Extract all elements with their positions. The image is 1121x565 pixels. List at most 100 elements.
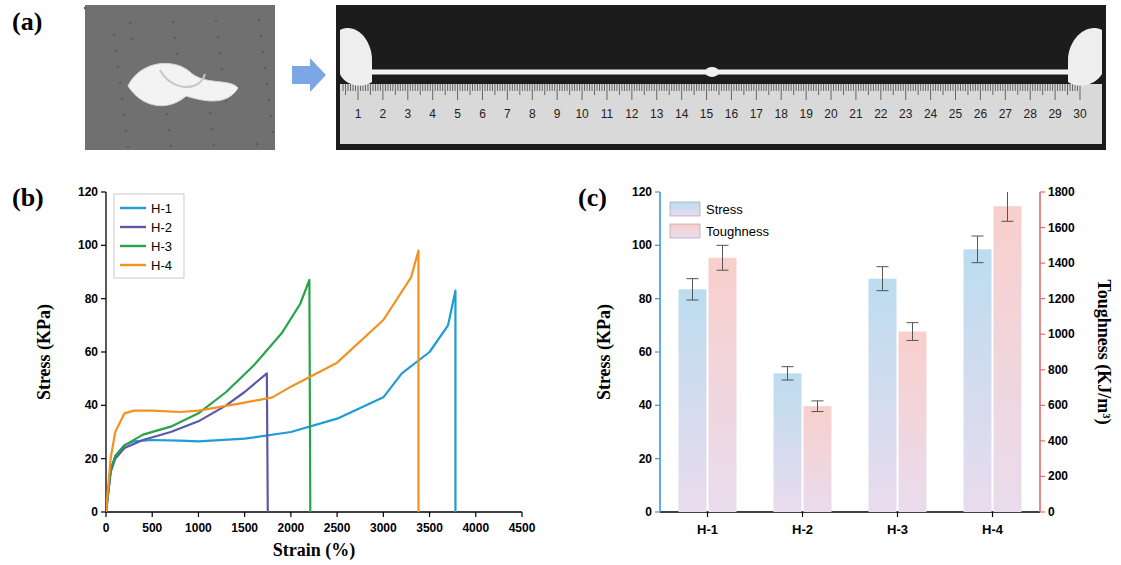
- ruler-tick: [567, 84, 568, 91]
- ruler-tick: [940, 84, 941, 91]
- ruler-tick: [783, 84, 784, 91]
- texture: [174, 37, 176, 39]
- ruler-tick: [440, 84, 441, 91]
- y-tick-label: 120: [632, 185, 652, 199]
- ruler-tick: [803, 84, 804, 91]
- y-tick-label: 120: [78, 185, 98, 199]
- ruler-tick: [781, 84, 782, 100]
- ruler-tick: [559, 84, 560, 91]
- ruler-tick: [870, 84, 871, 91]
- legend-swatch: [670, 224, 700, 238]
- ruler-tick: [723, 84, 724, 91]
- ruler-tick: [609, 84, 610, 91]
- x-axis-title: Strain (%): [273, 540, 356, 561]
- ruler-tick: [855, 84, 856, 100]
- error-cap: [687, 278, 699, 279]
- x-tick-label: H-2: [792, 522, 813, 537]
- legend-label: H-2: [151, 220, 172, 235]
- bar-toughness: [709, 258, 737, 512]
- ruler-tick: [345, 84, 346, 95]
- ruler-tick: [582, 84, 583, 100]
- ruler-tick: [788, 84, 789, 91]
- texture: [176, 53, 178, 55]
- ruler-tick: [462, 84, 463, 91]
- y2-tick-label: 200: [1048, 469, 1068, 483]
- ruler-tick: [385, 84, 386, 91]
- ruler-number: 17: [750, 107, 764, 121]
- ruler-tick: [348, 84, 349, 91]
- ruler-number: 27: [999, 107, 1013, 121]
- ruler-tick: [845, 84, 846, 91]
- ruler-tick: [853, 84, 854, 91]
- ruler-tick: [512, 84, 513, 91]
- ruler-tick: [992, 84, 993, 95]
- photo-knot: [85, 5, 275, 150]
- ruler-tick: [821, 84, 822, 91]
- x-tick: [152, 512, 153, 517]
- y-tick: [655, 298, 660, 299]
- x-tick: [244, 512, 245, 517]
- ruler-tick: [539, 84, 540, 91]
- bar-stress: [869, 279, 897, 512]
- ruler-tick: [587, 84, 588, 91]
- ruler-tick: [818, 84, 819, 95]
- x-tick: [521, 512, 522, 517]
- ruler-tick: [813, 84, 814, 91]
- axes: 0500100015002000250030003500400045000204…: [34, 185, 536, 561]
- ruler-tick: [1010, 84, 1011, 91]
- ruler-tick: [972, 84, 973, 91]
- ruler-number: 26: [974, 107, 988, 121]
- ruler-tick: [477, 84, 478, 91]
- ruler-tick: [1015, 84, 1016, 91]
- y2-tick: [1040, 191, 1045, 192]
- ruler-tick: [554, 84, 555, 91]
- ruler-tick: [1050, 84, 1051, 91]
- x-tick-label: 4500: [509, 521, 536, 535]
- ruler-number: 28: [1024, 107, 1038, 121]
- ruler-tick: [905, 84, 906, 100]
- ruler-tick: [400, 84, 401, 91]
- ruler-tick: [684, 84, 685, 91]
- ruler-tick: [509, 84, 510, 91]
- ruler-tick: [1067, 84, 1068, 95]
- ruler-tick: [390, 84, 391, 91]
- ruler-number: 9: [554, 107, 561, 121]
- ruler-tick: [517, 84, 518, 91]
- texture: [127, 146, 129, 148]
- ruler-tick: [741, 84, 742, 91]
- ruler-tick: [397, 84, 398, 91]
- ruler-tick: [479, 84, 480, 91]
- ruler-tick: [407, 84, 408, 100]
- x-tick: [475, 512, 476, 517]
- texture: [170, 145, 172, 147]
- ruler-tick: [925, 84, 926, 91]
- y-tick-label: 20: [85, 452, 99, 466]
- texture: [84, 7, 86, 9]
- error-cap: [877, 290, 889, 291]
- y2-tick-label: 0: [1048, 505, 1055, 519]
- error-stem: [912, 323, 913, 341]
- texture: [168, 129, 170, 131]
- ruler-tick: [465, 84, 466, 91]
- ruler-tick: [1060, 84, 1061, 91]
- ruler-tick: [636, 84, 637, 91]
- ruler-tick: [796, 84, 797, 91]
- ruler-tick: [1017, 84, 1018, 95]
- error-cap: [877, 266, 889, 267]
- ruler-tick: [405, 84, 406, 91]
- y2-tick: [1040, 476, 1045, 477]
- texture: [166, 113, 168, 115]
- ruler-tick: [953, 84, 954, 91]
- ruler-tick: [445, 84, 446, 95]
- ruler-tick: [427, 84, 428, 91]
- knot-shape: [128, 63, 238, 105]
- bar-toughness: [899, 332, 927, 512]
- x-tick-label: 4000: [462, 521, 489, 535]
- ruler-tick: [353, 84, 354, 91]
- y2-tick: [1040, 440, 1045, 441]
- ruler-tick: [365, 84, 366, 91]
- error-bar: [812, 401, 824, 412]
- legend: H-1H-2H-3H-4: [114, 194, 184, 278]
- knot-fold: [160, 70, 205, 87]
- ruler-tick: [437, 84, 438, 91]
